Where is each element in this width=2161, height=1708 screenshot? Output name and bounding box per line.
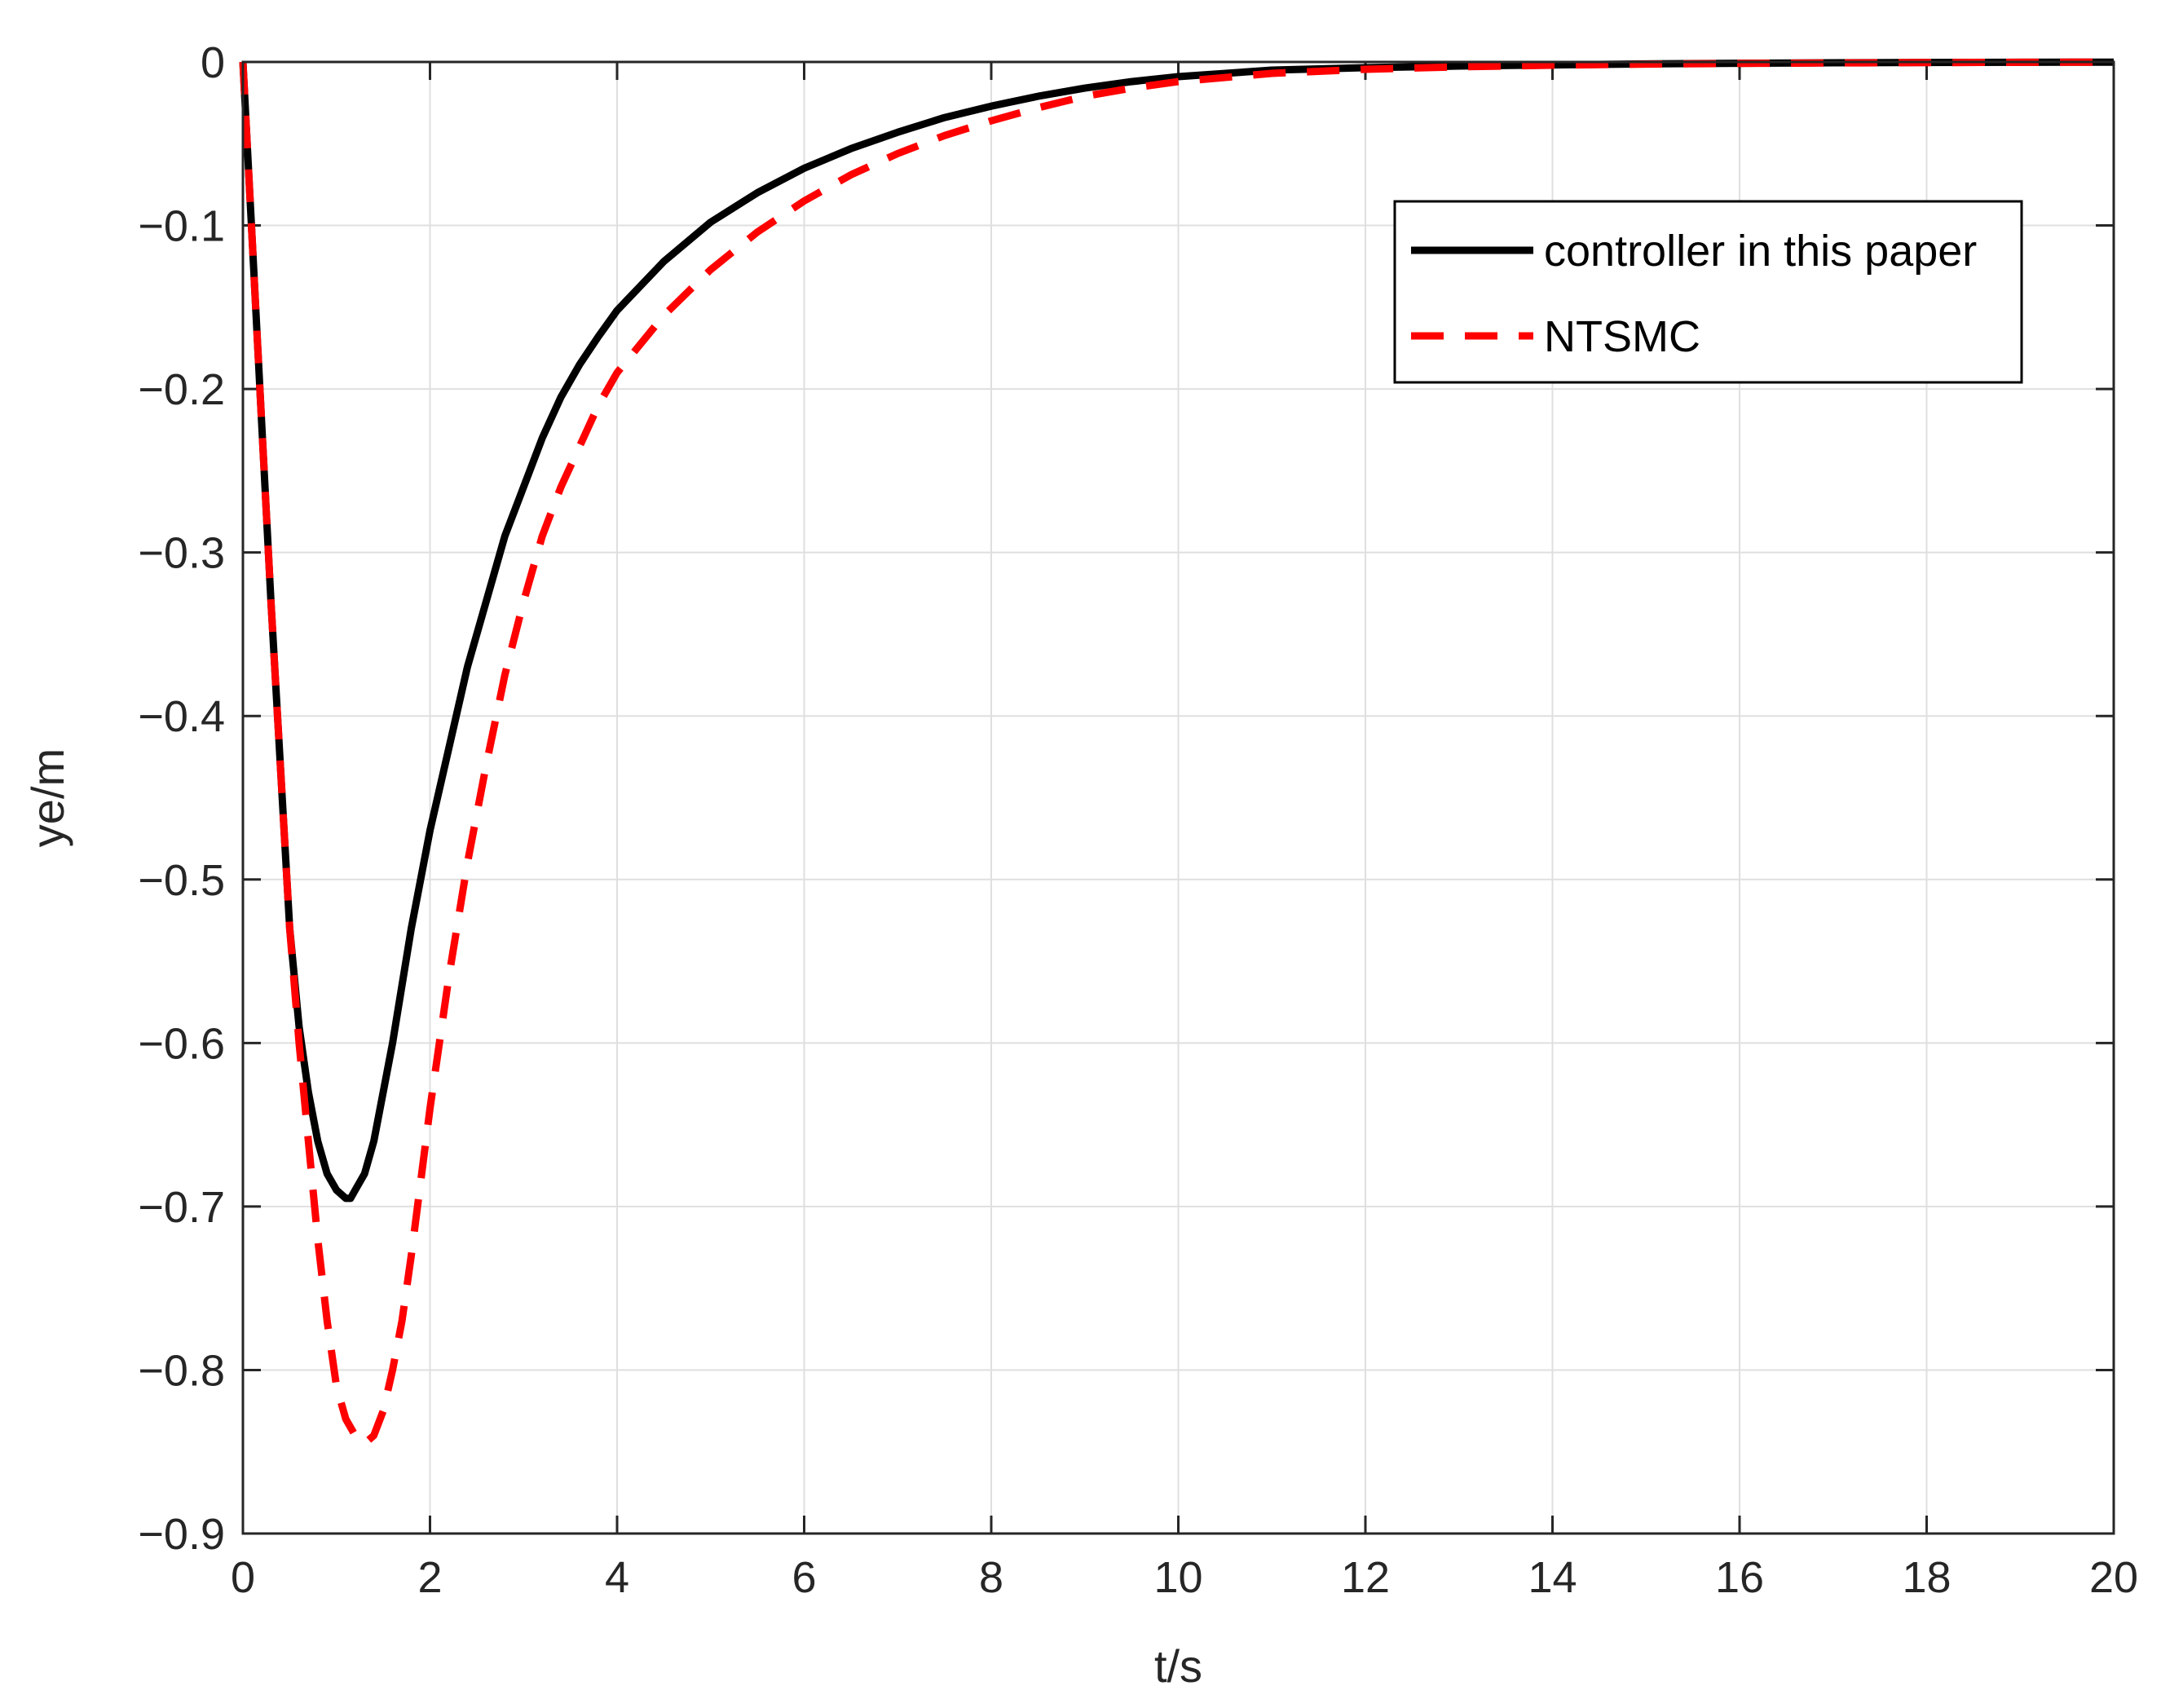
x-tick-label: 4 (605, 1553, 629, 1602)
legend-box (1393, 200, 2023, 384)
y-tick-label: −0.3 (138, 529, 225, 578)
x-tick-label: 14 (1528, 1553, 1577, 1602)
x-tick-label: 0 (231, 1553, 255, 1602)
x-tick-label: 18 (1902, 1553, 1951, 1602)
series-line-ntsmc (239, 58, 2115, 1448)
y-tick-label: −0.1 (138, 202, 225, 251)
y-tick-label: −0.2 (138, 365, 225, 414)
x-tick-label: 10 (1153, 1553, 1202, 1602)
x-tick-label: 12 (1341, 1553, 1390, 1602)
y-tick-label: −0.8 (138, 1346, 225, 1395)
x-tick-label: 8 (979, 1553, 1003, 1602)
y-tick-label: −0.9 (138, 1510, 225, 1559)
y-tick-label: −0.5 (138, 856, 225, 905)
legend-label-controller: controller in this paper (1544, 227, 1977, 276)
plot-frame (241, 60, 2115, 1535)
legend-label-ntsmc: NTSMC (1544, 312, 1700, 361)
y-tick-label: −0.6 (138, 1019, 225, 1068)
y-axis-label: ye/m (22, 748, 73, 847)
series-group (239, 58, 2115, 1448)
y-tick-label: −0.4 (138, 692, 225, 741)
x-tick-label: 20 (2089, 1553, 2138, 1602)
x-tick-label: 6 (792, 1553, 816, 1602)
legend: controller in this paper NTSMC (1393, 200, 2023, 384)
y-tick-label: −0.7 (138, 1183, 225, 1232)
x-axis-label: t/s (1154, 1640, 1202, 1692)
tick-labels: 0 2 4 6 8 10 12 14 16 18 20 0 −0.1 −0.2 −0.3 −0.4 −0.5 −0… (138, 38, 2138, 1602)
x-tick-label: 16 (1715, 1553, 1764, 1602)
x-tick-label: 2 (417, 1553, 442, 1602)
y-tick-label: 0 (201, 38, 225, 87)
